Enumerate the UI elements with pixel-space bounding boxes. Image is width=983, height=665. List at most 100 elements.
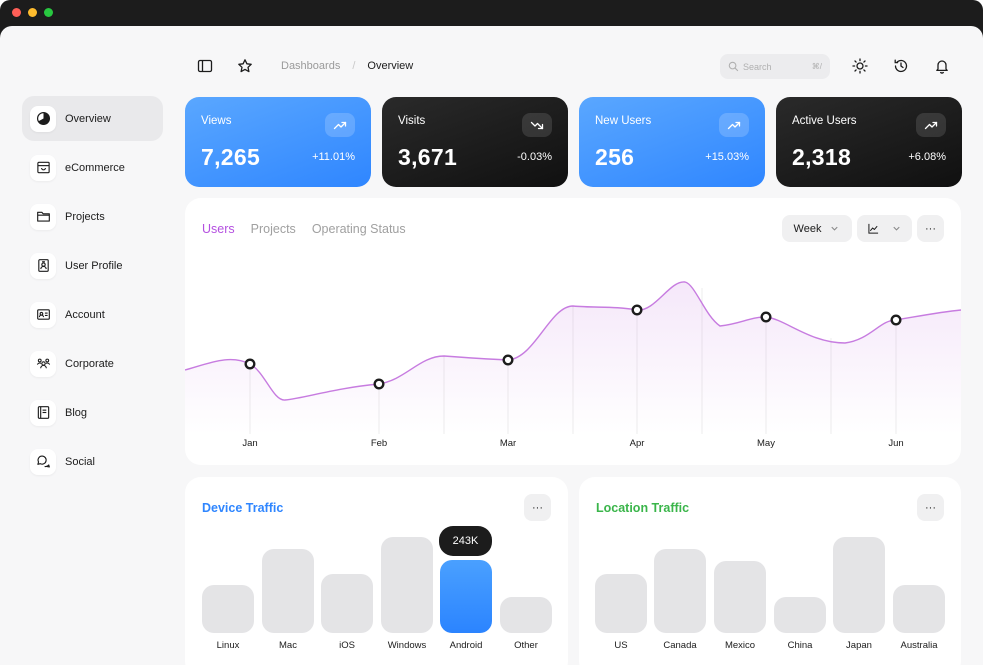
stat-label: Active Users <box>792 115 857 127</box>
sun-icon[interactable] <box>851 57 869 75</box>
period-select-value: Week <box>793 222 822 235</box>
history-icon[interactable] <box>892 57 910 75</box>
users-chart-card: Users Projects Operating Status Week ··· <box>185 198 961 465</box>
sidebar-item-social[interactable]: Social <box>22 439 163 484</box>
marker-may[interactable] <box>760 311 772 323</box>
x-tick-label: Mar <box>499 438 517 449</box>
stat-value: 256 <box>595 144 635 170</box>
trend-up-icon[interactable] <box>916 113 946 137</box>
search-placeholder: Search <box>743 61 772 72</box>
marker-apr[interactable] <box>631 304 643 316</box>
bar-mac[interactable] <box>262 549 314 633</box>
device-traffic-title: Device Traffic <box>202 501 284 515</box>
dashboard: Dashboards / Overview Search ⌘/ Overview <box>0 26 983 665</box>
star-icon[interactable] <box>236 57 254 75</box>
marker-jan[interactable] <box>244 358 256 370</box>
location-traffic-more-button[interactable]: ··· <box>917 494 944 521</box>
close-window-button[interactable] <box>12 8 21 17</box>
sidebar-item-label: User Profile <box>65 259 123 272</box>
period-select[interactable]: Week <box>782 215 852 242</box>
bar-other[interactable] <box>500 597 552 633</box>
bar-us[interactable] <box>595 574 647 633</box>
stat-change: +6.08% <box>908 151 946 163</box>
trend-up-icon[interactable] <box>325 113 355 137</box>
bar-australia[interactable] <box>893 585 945 633</box>
bar-mexico[interactable] <box>714 561 766 633</box>
bar-label: China <box>787 640 813 651</box>
bar-label: Other <box>514 640 538 651</box>
users-area <box>185 281 961 434</box>
bell-icon[interactable] <box>933 57 951 75</box>
chevron-down-icon <box>892 226 900 231</box>
sidebar-item-ecommerce[interactable]: eCommerce <box>22 145 163 190</box>
marker-feb[interactable] <box>373 378 385 390</box>
sidebar-item-label: eCommerce <box>65 161 125 174</box>
stat-label: New Users <box>595 115 652 127</box>
bar-label: Japan <box>846 640 872 651</box>
breadcrumb-parent[interactable]: Dashboards <box>281 60 341 72</box>
title-bar <box>0 0 983 26</box>
bar-canada[interactable] <box>654 549 706 633</box>
bar-label: iOS <box>339 640 355 651</box>
sidebar-item-overview[interactable]: Overview <box>22 96 163 141</box>
sidebar-item-account[interactable]: Account <box>22 292 163 337</box>
marker-mar[interactable] <box>502 354 514 366</box>
maximize-window-button[interactable] <box>44 8 53 17</box>
stat-change: -0.03% <box>517 151 552 163</box>
chart-more-button[interactable]: ··· <box>917 215 944 242</box>
sidebar-item-user-profile[interactable]: User Profile <box>22 243 163 288</box>
identification-card-icon <box>30 301 56 328</box>
chevron-down-icon <box>831 226 839 231</box>
users-three-icon <box>30 350 56 377</box>
device-traffic-card: Device Traffic ··· 243K Linux Mac iOS Wi… <box>185 477 568 665</box>
tab-users[interactable]: Users <box>202 222 235 236</box>
bar-label: Australia <box>900 640 938 651</box>
stat-card-visits[interactable]: Visits 3,671 -0.03% <box>382 97 568 187</box>
breadcrumb-separator: / <box>352 60 356 72</box>
folder-icon <box>30 203 56 230</box>
stat-card-views[interactable]: Views 7,265 +11.01% <box>185 97 371 187</box>
bar-japan[interactable] <box>833 537 885 633</box>
tab-operating-status[interactable]: Operating Status <box>311 222 406 236</box>
bar-label: Android <box>449 640 483 651</box>
minimize-window-button[interactable] <box>28 8 37 17</box>
stat-label: Visits <box>398 115 426 127</box>
sidebar-item-blog[interactable]: Blog <box>22 390 163 435</box>
breadcrumb-current: Overview <box>367 60 414 72</box>
bar-label: Mac <box>279 640 297 651</box>
search-shortcut: ⌘/ <box>811 62 822 71</box>
bar-value-tooltip: 243K <box>439 526 492 556</box>
search-input[interactable]: Search ⌘/ <box>720 54 830 79</box>
sidebar-item-projects[interactable]: Projects <box>22 194 163 239</box>
marker-jun[interactable] <box>890 314 902 326</box>
sidebar: Overview eCommerce Projects User Profile <box>22 96 163 488</box>
bar-android[interactable] <box>440 560 492 633</box>
search-icon <box>728 61 739 72</box>
sidebar-toggle-icon[interactable] <box>196 57 214 75</box>
sidebar-item-label: Account <box>65 308 105 321</box>
id-badge-icon <box>30 252 56 279</box>
trend-up-icon[interactable] <box>719 113 749 137</box>
stat-value: 2,318 <box>792 144 852 170</box>
bar-label: US <box>614 640 628 651</box>
pie-chart-icon <box>30 105 56 132</box>
users-line-chart <box>185 281 961 434</box>
stat-card-new-users[interactable]: New Users 256 +15.03% <box>579 97 765 187</box>
notebook-icon <box>30 399 56 426</box>
tab-projects[interactable]: Projects <box>250 222 296 236</box>
chart-markers <box>244 304 902 390</box>
chart-type-select[interactable] <box>857 215 912 242</box>
bar-windows[interactable] <box>381 537 433 633</box>
stat-card-active-users[interactable]: Active Users 2,318 +6.08% <box>776 97 962 187</box>
location-traffic-card: Location Traffic ··· US Canada Mexico Ch… <box>579 477 961 665</box>
bar-china[interactable] <box>774 597 826 633</box>
sidebar-item-corporate[interactable]: Corporate <box>22 341 163 386</box>
device-traffic-more-button[interactable]: ··· <box>524 494 551 521</box>
sidebar-item-label: Blog <box>65 406 88 419</box>
trend-down-icon[interactable] <box>522 113 552 137</box>
bar-linux[interactable] <box>202 585 254 633</box>
bar-ios[interactable] <box>321 574 373 633</box>
x-tick-label: Feb <box>370 438 388 449</box>
x-tick-label: Apr <box>629 438 645 449</box>
